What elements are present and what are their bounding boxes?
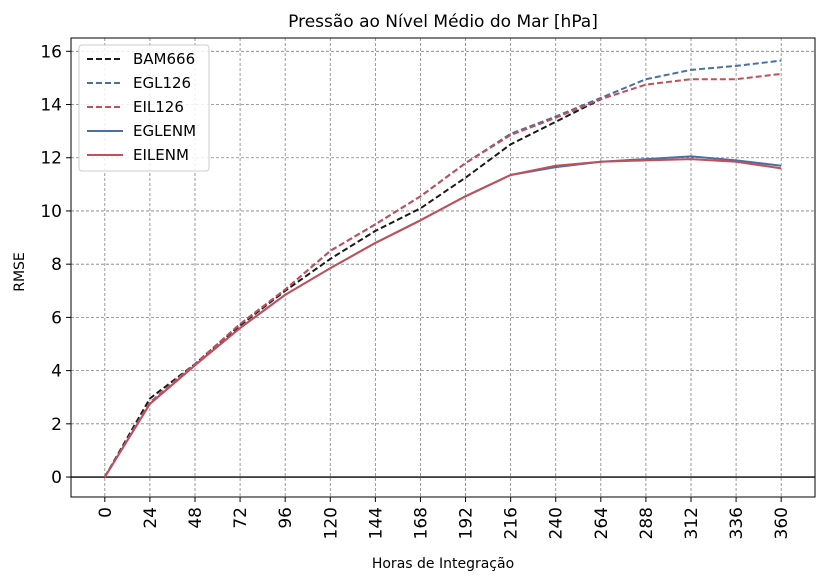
x-tick-label: 288: [637, 507, 657, 539]
chart-title: Pressão ao Nível Médio do Mar [hPa]: [288, 12, 598, 32]
x-tick-label: 144: [366, 507, 386, 539]
plot-frame: [70, 37, 816, 498]
x-tick-label: 120: [321, 507, 341, 539]
x-tick-label: 192: [457, 507, 477, 539]
x-tick-label: 216: [502, 507, 522, 539]
series-eil126: [103, 72, 782, 478]
y-tick-label: 4: [51, 362, 62, 382]
x-tick-label: 48: [186, 507, 206, 529]
y-tick-label: 10: [40, 202, 62, 222]
x-tick-label: 168: [411, 507, 431, 539]
y-tick-label: 12: [40, 149, 62, 169]
y-tick-label: 0: [51, 468, 62, 488]
legend-label: EGL126: [133, 74, 191, 92]
x-tick-label: 24: [141, 507, 161, 529]
y-tick-label: 2: [51, 415, 62, 435]
x-tick-label: 336: [727, 507, 747, 539]
x-tick-label: 240: [547, 507, 567, 539]
legend-item: EIL126: [87, 98, 184, 116]
x-axis-ticks: 0 24 48 72 96 120 144 168 192 216 240 264 288 312 336 3…: [96, 497, 792, 539]
series-line: [103, 155, 782, 478]
legend-box: [78, 44, 210, 172]
y-axis-label: RMSE: [12, 252, 28, 292]
y-tick-label: 14: [40, 96, 62, 116]
legend-item: EGLENM: [87, 122, 196, 140]
legend-label: EGLENM: [133, 122, 196, 140]
legend-label: BAM666: [133, 50, 195, 68]
legend-item: BAM666: [87, 50, 195, 68]
x-tick-label: 312: [682, 507, 702, 539]
y-tick-label: 8: [51, 255, 62, 275]
legend-item: EGL126: [87, 74, 191, 92]
legend-label: EIL126: [133, 98, 184, 116]
legend: BAM666 EGL126 EIL126 EGLENM EILENM: [78, 44, 210, 172]
y-tick-label: 16: [40, 42, 62, 62]
series-line: [103, 72, 782, 478]
series-line: [103, 158, 782, 478]
legend-item: EILENM: [87, 146, 189, 164]
x-axis-label: Horas de Integração: [372, 556, 514, 572]
legend-label: EILENM: [133, 146, 189, 164]
series-group: [103, 59, 782, 478]
x-tick-label: 96: [276, 507, 296, 529]
y-tick-label: 6: [51, 308, 62, 328]
y-axis-ticks: 0 2 4 6 8 10 12 14 16: [40, 42, 71, 488]
x-tick-label: 72: [231, 507, 251, 529]
x-tick-label: 360: [772, 507, 792, 539]
x-tick-label: 0: [96, 507, 116, 518]
x-tick-label: 264: [592, 507, 612, 539]
series-eilenm: [103, 158, 782, 478]
series-eglenm: [103, 155, 782, 478]
